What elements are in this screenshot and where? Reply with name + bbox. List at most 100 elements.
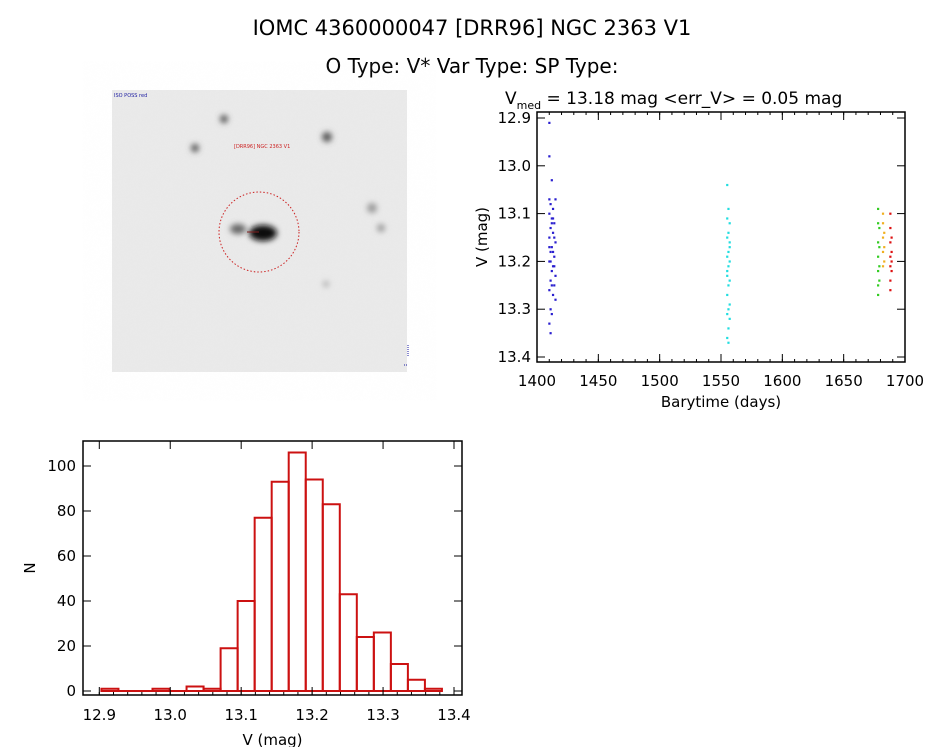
histogram-plot: 12.9 13.0 13.1 13.2 13.3 13.4 0 20 40 60 80 100 V (m… xyxy=(21,440,471,747)
data-point xyxy=(726,183,729,187)
data-point xyxy=(881,236,885,239)
x-tick-label: 12.9 xyxy=(83,706,116,724)
histogram-bar xyxy=(202,687,222,692)
image-label-survey: ISO POSS red xyxy=(114,93,147,99)
histogram-bar xyxy=(389,663,409,692)
data-point xyxy=(549,260,552,263)
data-point xyxy=(881,212,885,215)
data-point xyxy=(550,246,553,249)
data-point xyxy=(553,265,556,268)
y-tick-label: 40 xyxy=(57,592,76,610)
data-point xyxy=(889,226,892,230)
data-point xyxy=(728,279,731,282)
data-point xyxy=(883,246,886,249)
data-point xyxy=(877,284,880,287)
data-point xyxy=(551,217,555,220)
data-point xyxy=(727,308,730,311)
data-point xyxy=(550,284,553,287)
y-axis-label: V (mag) xyxy=(473,207,491,267)
data-point xyxy=(728,260,731,263)
data-point xyxy=(553,284,556,287)
data-point xyxy=(878,226,881,230)
y-tick-label: 20 xyxy=(57,637,76,655)
data-point xyxy=(890,260,893,263)
histogram-bar xyxy=(185,685,205,692)
x-axis-label: Barytime (days) xyxy=(661,393,781,411)
data-point xyxy=(726,255,729,258)
data-point xyxy=(889,289,892,292)
sky-image: ISO POSS red [DRR96] NGC 2363 V1 xyxy=(112,90,409,372)
data-point xyxy=(548,155,551,158)
histogram-bar xyxy=(236,600,256,692)
x-axis-label: V (mag) xyxy=(242,731,302,747)
data-point xyxy=(554,298,557,301)
data-point xyxy=(548,236,551,239)
data-point xyxy=(548,322,551,325)
data-point xyxy=(550,312,553,316)
data-point xyxy=(727,327,730,330)
chart-title: IOMC 4360000047 [DRR96] NGC 2363 V1 xyxy=(252,16,692,40)
histogram-bar xyxy=(100,687,120,692)
compass-icon xyxy=(404,345,409,366)
data-point xyxy=(548,212,551,215)
data-point xyxy=(881,265,885,268)
data-point xyxy=(550,222,553,225)
data-point xyxy=(883,231,886,234)
plot-frame xyxy=(536,111,906,363)
data-point xyxy=(548,246,551,249)
data-point xyxy=(727,231,730,234)
data-point xyxy=(548,121,551,124)
title-rest: = 13.18 mag <err_V> = 0.05 mag xyxy=(541,89,842,109)
data-point xyxy=(727,341,730,344)
data-point xyxy=(548,260,551,263)
data-point xyxy=(890,250,893,254)
data-point xyxy=(548,198,551,201)
data-point xyxy=(549,308,552,311)
plot-title: Vmed = 13.18 mag <err_V> = 0.05 mag xyxy=(505,89,842,112)
x-tick-label: 1700 xyxy=(886,372,924,390)
y-axis-label: N xyxy=(21,562,39,573)
y-tick-label: 13.0 xyxy=(498,157,531,175)
x-tick-label: 1550 xyxy=(702,372,740,390)
data-point xyxy=(551,265,555,268)
x-tick-label: 1650 xyxy=(825,372,863,390)
data-point xyxy=(890,269,893,273)
data-point xyxy=(877,269,880,273)
y-tick-label: 12.9 xyxy=(498,109,531,127)
data-point xyxy=(727,284,730,287)
data-point xyxy=(881,222,885,225)
data-point xyxy=(549,226,552,230)
data-point xyxy=(551,231,555,234)
data-point xyxy=(727,250,730,254)
x-tick-label: 1450 xyxy=(579,372,617,390)
histogram-bar xyxy=(219,647,239,692)
data-point xyxy=(877,293,880,297)
data-point xyxy=(726,312,729,316)
y-tick-label: 13.4 xyxy=(498,348,531,366)
data-point xyxy=(550,269,553,273)
data-point xyxy=(727,207,730,211)
data-point xyxy=(553,222,556,225)
data-point xyxy=(883,260,886,263)
data-point xyxy=(550,217,553,220)
x-tick-label: 13.4 xyxy=(437,706,470,724)
y-tick-label: 0 xyxy=(66,682,76,700)
y-tick-label: 80 xyxy=(57,502,76,520)
data-point xyxy=(728,241,731,244)
histogram-bar xyxy=(338,593,358,692)
data-point xyxy=(553,255,556,258)
data-point xyxy=(554,198,557,201)
data-point xyxy=(889,279,892,282)
histogram-bar xyxy=(321,503,341,692)
data-point xyxy=(889,212,892,215)
data-point xyxy=(881,250,885,254)
chart-subtitle: O Type: V* Var Type: SP Type: xyxy=(325,54,619,78)
data-point xyxy=(890,236,893,239)
title-subscript: med xyxy=(517,99,541,112)
image-label-target: [DRR96] NGC 2363 V1 xyxy=(234,144,290,150)
x-tick-label: 13.0 xyxy=(154,706,187,724)
histogram-bar xyxy=(304,478,324,692)
data-point xyxy=(551,207,555,211)
data-point xyxy=(726,236,729,239)
histogram-bar xyxy=(423,687,443,692)
